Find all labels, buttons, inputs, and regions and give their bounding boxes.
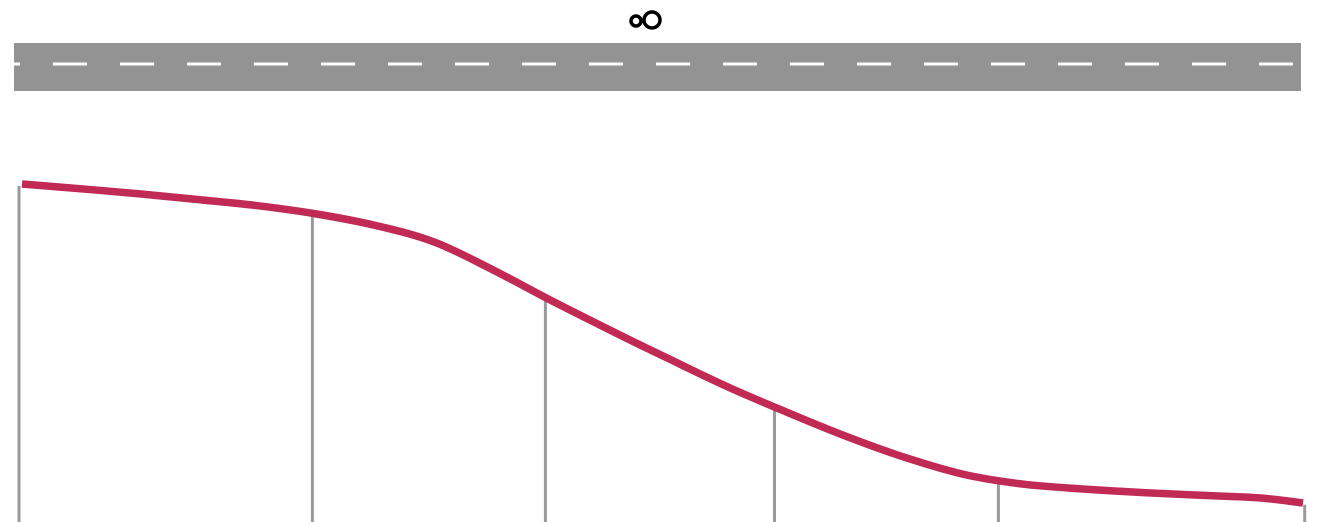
vehicle-front-wheel	[642, 10, 662, 30]
road-surface	[14, 43, 1301, 91]
terrain-line	[21, 180, 1304, 507]
vehicle-icon	[629, 10, 662, 30]
terrain-profile	[17, 180, 1307, 522]
terrain-posts	[17, 186, 1307, 522]
vehicle-rear-wheel	[629, 14, 643, 28]
road-strip	[14, 43, 1301, 91]
